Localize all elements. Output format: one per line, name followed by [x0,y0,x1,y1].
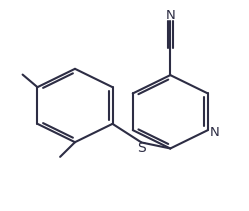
Text: S: S [137,141,146,155]
Text: N: N [165,9,175,22]
Text: N: N [210,126,220,139]
